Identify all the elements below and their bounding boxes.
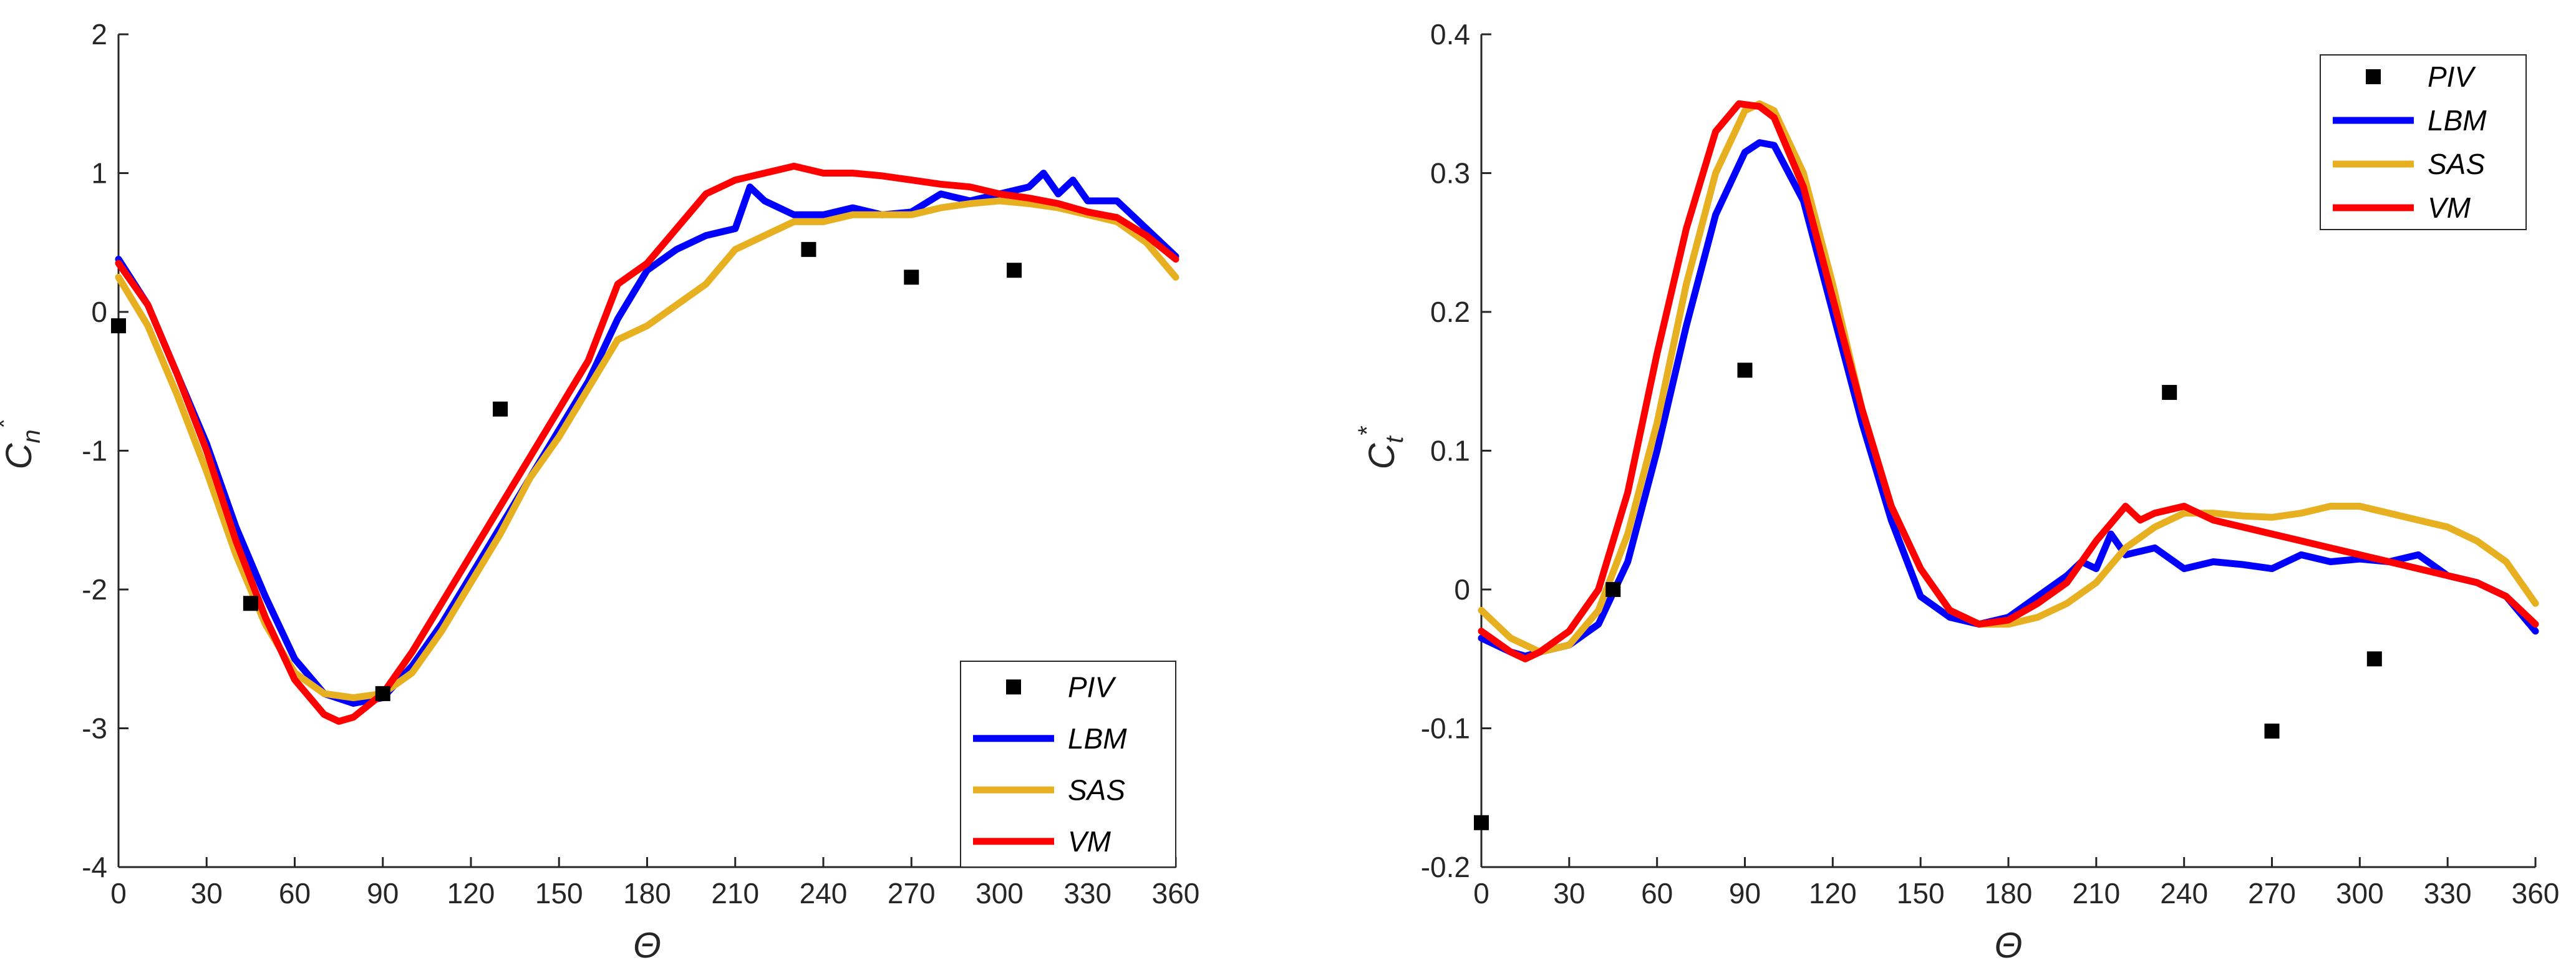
legend-label-piv: PIV — [1068, 671, 1116, 703]
x-tick-label: 30 — [191, 877, 223, 910]
x-tick-label: 360 — [2512, 877, 2560, 910]
piv-point — [1605, 582, 1621, 597]
y-axis-label: Ct* — [1353, 425, 1408, 469]
legend-label-vm: VM — [2428, 192, 2471, 224]
piv-point — [2366, 651, 2382, 667]
x-tick-label: 360 — [1152, 877, 1200, 910]
series-line-vm — [115, 162, 1179, 725]
x-tick-label: 120 — [447, 877, 495, 910]
x-tick-label: 210 — [711, 877, 759, 910]
piv-point — [2162, 385, 2177, 400]
y-tick-label: 0 — [1454, 573, 1470, 606]
y-tick-label: -2 — [82, 573, 107, 606]
x-tick-label: 210 — [2072, 877, 2120, 910]
piv-point — [1007, 263, 1022, 278]
x-tick-label: 0 — [110, 877, 127, 910]
legend-label-vm: VM — [1068, 825, 1111, 858]
series-line-lbm — [115, 170, 1179, 707]
x-tick-label: 300 — [2336, 877, 2384, 910]
y-tick-label: 0.3 — [1430, 157, 1470, 190]
y-tick-label: 0.4 — [1430, 18, 1470, 51]
y-tick-label: 0.1 — [1430, 435, 1470, 467]
legend-box — [2320, 54, 2527, 230]
legend-label-sas: SAS — [1068, 774, 1125, 806]
x-tick-label: 300 — [976, 877, 1024, 910]
y-axis-label: Cn* — [0, 419, 46, 469]
y-tick-label: -1 — [82, 435, 107, 467]
y-tick-label: -0.1 — [1421, 712, 1470, 745]
legend-marker-piv — [1006, 679, 1021, 695]
chart-panel-ct: 0 30 60 90 120 150 180 210 240 270 300 330 360 -0.2 -0… — [1353, 18, 2559, 966]
piv-point — [904, 269, 919, 285]
x-tick-label: 30 — [1553, 877, 1585, 910]
y-tick-label: -0.2 — [1421, 851, 1470, 883]
legend-label-piv: PIV — [2428, 61, 2476, 93]
y-tick-label: 0 — [91, 296, 107, 328]
piv-point — [493, 401, 508, 417]
x-tick-label: 270 — [888, 877, 936, 910]
piv-point — [1474, 815, 1489, 830]
piv-point — [111, 318, 126, 334]
piv-point — [801, 241, 816, 257]
x-tick-label: 90 — [1729, 877, 1761, 910]
x-tick-label: 150 — [535, 877, 583, 910]
y-tick-label: 2 — [91, 18, 107, 51]
x-tick-label: 180 — [623, 877, 671, 910]
x-tick-label: 240 — [800, 877, 848, 910]
legend-box — [960, 661, 1176, 868]
x-tick-label: 60 — [1641, 877, 1673, 910]
chart-panel-cn: 0 30 60 90 120 150 180 210 240 270 300 330 360-4-3-2… — [0, 18, 1199, 966]
x-tick-label: 180 — [1985, 877, 2033, 910]
piv-point — [375, 686, 390, 701]
x-axis-label: Θ — [633, 925, 661, 966]
legend-marker-piv — [2366, 69, 2381, 84]
x-tick-label: 60 — [279, 877, 311, 910]
legend-label-lbm: LBM — [1068, 722, 1127, 755]
x-tick-label: 150 — [1897, 877, 1945, 910]
x-tick-label: 270 — [2248, 877, 2296, 910]
x-tick-label: 0 — [1473, 877, 1489, 910]
series-line-vm — [1478, 100, 2539, 662]
y-tick-label: 0.2 — [1430, 296, 1470, 328]
piv-point — [243, 596, 258, 611]
x-tick-label: 330 — [1063, 877, 1111, 910]
x-tick-label: 240 — [2160, 877, 2208, 910]
legend-label-sas: SAS — [2428, 148, 2485, 180]
x-tick-label: 90 — [367, 877, 399, 910]
y-tick-label: -3 — [82, 712, 107, 745]
y-tick-label: -4 — [82, 851, 107, 883]
x-tick-label: 330 — [2424, 877, 2472, 910]
y-tick-label: 1 — [91, 157, 107, 190]
x-tick-label: 120 — [1809, 877, 1857, 910]
piv-point — [1737, 362, 1753, 378]
legend-label-lbm: LBM — [2428, 104, 2487, 137]
piv-point — [2264, 723, 2280, 739]
x-axis-label: Θ — [1994, 925, 2022, 966]
